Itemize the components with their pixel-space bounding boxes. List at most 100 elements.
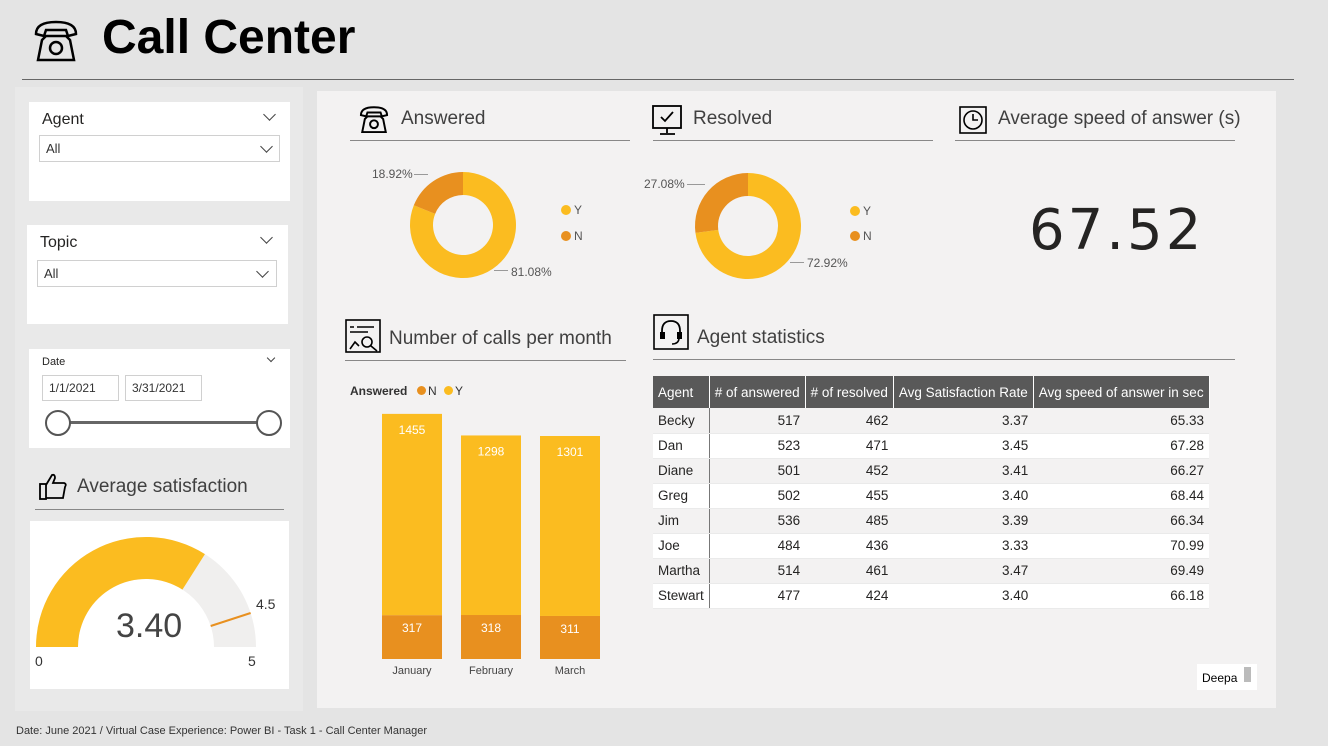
legend-y-dot	[444, 386, 453, 395]
table-cell: 3.45	[893, 433, 1034, 459]
column-header[interactable]: # of answered	[709, 376, 806, 408]
table-cell: 66.27	[1033, 458, 1210, 484]
legend-n-label: N	[574, 229, 583, 243]
legend-y-dot	[850, 206, 860, 216]
report-chart-icon	[344, 318, 382, 354]
chevron-down-icon[interactable]	[266, 353, 276, 363]
table-row[interactable]: Greg 502 455 3.40 68.44	[653, 483, 1210, 509]
chevron-down-icon[interactable]	[263, 108, 276, 121]
agent-slicer-title: Agent	[42, 111, 84, 128]
thumbs-up-icon	[38, 471, 68, 501]
bar-y-february[interactable]	[461, 435, 521, 616]
table-cell: 523	[709, 433, 806, 459]
avg-satisfaction-rule	[35, 509, 284, 510]
answered-title: Answered	[401, 108, 486, 129]
speed-rule	[955, 140, 1235, 141]
avg-satisfaction-title: Average satisfaction	[77, 476, 248, 497]
column-header[interactable]: Agent	[653, 376, 710, 408]
bar-n-january[interactable]	[382, 615, 442, 659]
legend-y-label: Y	[574, 203, 583, 217]
author-tag-bar	[1244, 667, 1251, 682]
answered-leader-y	[494, 270, 508, 271]
table-row[interactable]: Joe 484 436 3.33 70.99	[653, 533, 1210, 559]
column-header[interactable]: # of resolved	[805, 376, 894, 408]
clock-icon	[958, 105, 988, 135]
table-row[interactable]: Dan 523 471 3.45 67.28	[653, 433, 1210, 459]
gauge-target-label: 4.5	[256, 596, 276, 612]
donut-slice-y[interactable]	[695, 173, 801, 279]
table-row[interactable]: Becky 517 462 3.37 65.33	[653, 408, 1210, 434]
table-cell: 502	[709, 483, 806, 509]
x-tick-label: February	[469, 665, 514, 677]
agent-slicer: Agent All	[29, 102, 290, 201]
topic-slicer-title: Topic	[40, 234, 78, 251]
table-cell: 517	[709, 408, 806, 434]
agent-dropdown-value: All	[46, 141, 61, 156]
date-slider-end-handle[interactable]	[256, 410, 282, 436]
table-row[interactable]: Martha 514 461 3.47 69.49	[653, 558, 1210, 584]
agent-stats-rule	[653, 359, 1235, 360]
table-cell: 484	[709, 533, 806, 559]
legend-n-label: N	[863, 229, 872, 243]
table-cell: Diane	[653, 458, 710, 484]
date-start-input[interactable]: 1/1/2021	[42, 375, 119, 401]
agent-stats-table-wrap: Agent # of answered # of resolved Avg Satis…	[653, 376, 1210, 609]
author-tag-label: Deepa	[1202, 671, 1238, 685]
table-cell: 452	[805, 458, 894, 484]
table-cell: 3.47	[893, 558, 1034, 584]
date-end-input[interactable]: 3/31/2021	[125, 375, 202, 401]
column-header[interactable]: Avg speed of answer in sec	[1033, 376, 1210, 408]
headset-icon	[652, 313, 690, 351]
donut-slice-n[interactable]	[695, 173, 748, 233]
date-slicer: Date 1/1/2021 3/31/2021	[29, 349, 290, 448]
answered-label-n: 18.92%	[372, 167, 413, 181]
table-cell: 471	[805, 433, 894, 459]
table-cell: 3.40	[893, 483, 1034, 509]
satisfaction-gauge-card: 3.40 0 5 4.5	[30, 521, 289, 689]
donut-slice-n[interactable]	[413, 172, 463, 214]
table-cell: 424	[805, 583, 894, 609]
table-cell: Stewart	[653, 583, 710, 609]
table-cell: 3.39	[893, 508, 1034, 534]
data-label-n: 318	[481, 621, 501, 635]
legend-y-label: Y	[455, 384, 464, 398]
column-header[interactable]: Avg Satisfaction Rate	[893, 376, 1034, 408]
resolved-leader-y	[790, 262, 804, 263]
data-label-y: 1298	[478, 444, 505, 458]
table-row[interactable]: Jim 536 485 3.39 66.34	[653, 508, 1210, 534]
table-cell: 501	[709, 458, 806, 484]
table-cell: 3.40	[893, 583, 1034, 609]
date-slicer-title: Date	[42, 356, 66, 368]
table-cell: Jim	[653, 508, 710, 534]
title-divider	[22, 79, 1294, 80]
table-cell: 70.99	[1033, 533, 1210, 559]
data-label-y: 1301	[557, 445, 584, 459]
table-cell: Martha	[653, 558, 710, 584]
table-cell: 455	[805, 483, 894, 509]
bar-n-march[interactable]	[540, 615, 600, 659]
topic-dropdown[interactable]: All	[37, 260, 277, 287]
telephone-icon	[30, 14, 82, 66]
gauge-target-marker	[210, 612, 251, 627]
resolved-leader-n	[687, 184, 705, 185]
agent-stats-table: Agent # of answered # of resolved Avg Satis…	[653, 376, 1210, 609]
table-row[interactable]: Stewart 477 424 3.40 66.18	[653, 583, 1210, 609]
agent-dropdown[interactable]: All	[39, 135, 280, 162]
table-cell: 67.28	[1033, 433, 1210, 459]
bar-n-february[interactable]	[461, 615, 521, 659]
table-cell: 477	[709, 583, 806, 609]
date-slider-start-handle[interactable]	[45, 410, 71, 436]
gauge-max-label: 5	[248, 653, 256, 669]
gauge-min-label: 0	[35, 653, 43, 669]
bar-y-january[interactable]	[382, 413, 442, 616]
speed-title: Average speed of answer (s)	[998, 108, 1241, 129]
table-cell: 66.18	[1033, 583, 1210, 609]
calls-rule	[345, 360, 626, 361]
chevron-down-icon[interactable]	[260, 231, 273, 244]
data-label-n: 311	[560, 622, 579, 636]
table-row[interactable]: Diane 501 452 3.41 66.27	[653, 458, 1210, 484]
table-cell: Joe	[653, 533, 710, 559]
bar-y-march[interactable]	[540, 436, 600, 616]
donut-slice-y[interactable]	[410, 172, 516, 278]
table-cell: Becky	[653, 408, 710, 434]
